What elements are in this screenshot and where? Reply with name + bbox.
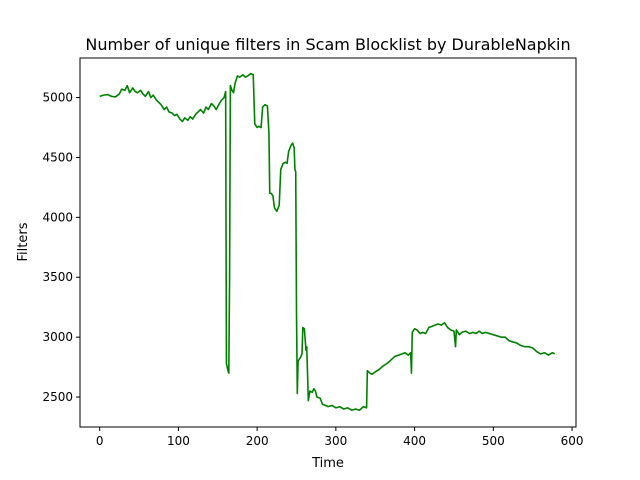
y-axis-label: Filters xyxy=(16,222,31,261)
x-axis-label: Time xyxy=(311,456,344,471)
x-tick-label: 100 xyxy=(167,434,190,448)
y-tick-label: 3000 xyxy=(42,330,73,344)
y-tick-label: 4000 xyxy=(42,210,73,224)
plot-frame xyxy=(79,57,577,428)
y-tick-label: 5000 xyxy=(42,91,73,105)
x-tick-label: 400 xyxy=(403,434,426,448)
chart-title: Number of unique filters in Scam Blockli… xyxy=(85,35,570,54)
y-tick-label: 4500 xyxy=(42,150,73,164)
x-axis: 0 100 200 300 400 500 600 xyxy=(96,427,584,448)
y-axis: 2500 3000 3500 4000 4500 5000 xyxy=(42,91,80,404)
y-tick-label: 3500 xyxy=(42,270,73,284)
series-line xyxy=(99,72,556,412)
x-tick-label: 300 xyxy=(324,434,347,448)
x-tick-label: 0 xyxy=(96,434,104,448)
y-tick-label: 2500 xyxy=(42,390,73,404)
plot-area xyxy=(79,57,577,428)
x-tick-label: 500 xyxy=(482,434,505,448)
x-tick-label: 600 xyxy=(561,434,584,448)
x-tick-label: 200 xyxy=(246,434,269,448)
